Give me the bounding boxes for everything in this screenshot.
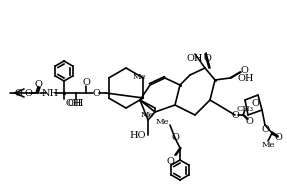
Text: NH: NH: [41, 88, 59, 97]
Text: O: O: [14, 88, 22, 97]
Text: O: O: [240, 65, 248, 74]
Text: O: O: [251, 99, 259, 108]
Text: O: O: [34, 79, 42, 88]
Text: O: O: [82, 77, 90, 87]
Text: O: O: [274, 134, 282, 142]
Text: O: O: [92, 88, 100, 97]
Text: O: O: [245, 117, 253, 125]
Text: HO: HO: [129, 131, 146, 140]
Text: OH: OH: [187, 53, 203, 62]
Text: OH: OH: [238, 73, 255, 82]
Text: OH: OH: [68, 99, 84, 108]
Text: Me: Me: [155, 118, 169, 126]
Text: O: O: [24, 88, 32, 97]
Text: O: O: [231, 111, 239, 119]
Text: O: O: [171, 134, 179, 142]
Text: CH₃: CH₃: [236, 105, 253, 113]
Text: Me: Me: [140, 111, 154, 119]
Text: Me: Me: [261, 141, 275, 149]
Text: O: O: [203, 53, 211, 62]
Text: O: O: [166, 157, 174, 165]
Text: Me: Me: [133, 73, 146, 81]
Text: O: O: [261, 125, 269, 134]
Text: OH: OH: [66, 99, 82, 108]
